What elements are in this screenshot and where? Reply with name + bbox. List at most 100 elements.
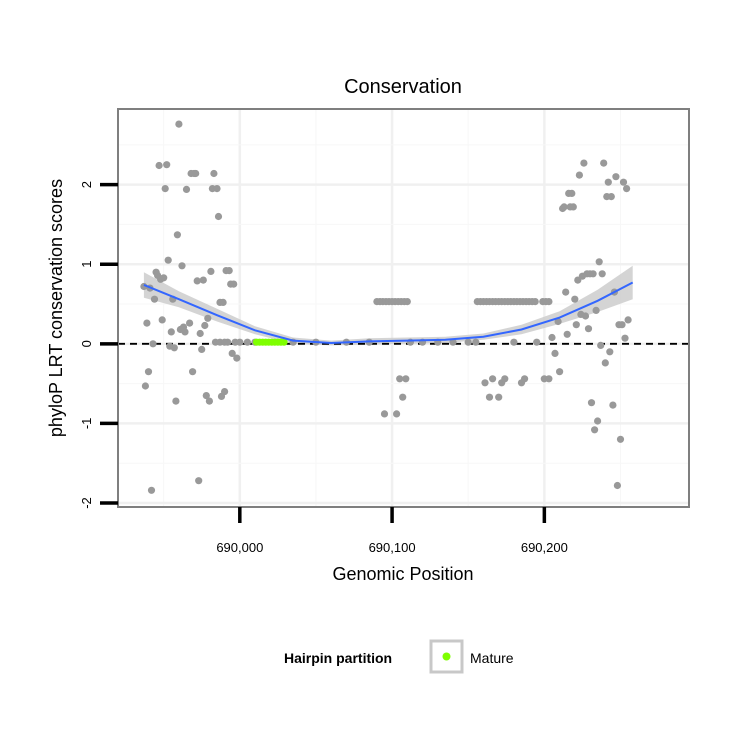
data-point [623,185,631,193]
data-point [594,417,602,425]
data-point [167,328,175,336]
data-point [221,338,229,346]
data-point [613,481,622,490]
data-point [584,325,593,333]
data-point [606,348,614,356]
data-point [545,375,553,383]
data-point [186,319,194,327]
y-axis-title: phyloP LRT conservation scores [46,179,66,437]
data-point [533,338,541,346]
data-point [144,368,153,376]
data-point [485,393,494,401]
data-point [562,288,570,296]
data-point [399,393,407,401]
data-point-mature [280,338,288,346]
y-tick-label: 1 [79,261,94,268]
data-point [175,120,183,128]
plot-frame [117,108,690,508]
data-point [155,161,163,170]
data-point [598,270,606,278]
data-point [403,298,411,306]
data-point [563,330,571,338]
data-point [163,161,171,169]
data-point [173,231,181,239]
data-point [207,267,215,275]
data-point [604,178,612,186]
data-point [161,185,169,193]
data-point [158,316,166,324]
data-point [472,338,480,346]
data-point [198,345,206,353]
x-axis: 690,000 690,100 690,200 [216,507,568,555]
data-point [199,276,207,284]
data-point [225,267,233,275]
data-point [592,306,600,314]
data-points [140,120,632,494]
data-point [591,426,599,434]
legend-title: Hairpin partition [284,650,392,666]
data-point [449,338,457,346]
smooth-line [143,281,634,345]
x-tick-label: 690,000 [216,540,263,555]
data-point [178,262,186,270]
legend: Hairpin partition Mature [284,639,514,674]
y-tick-label: 2 [79,181,94,188]
data-point [396,375,404,383]
data-point [580,159,588,167]
data-point [204,314,212,322]
data-point [149,340,157,348]
data-point [581,312,590,320]
data-point [556,368,564,376]
data-point [213,185,221,193]
data-point [600,159,608,167]
legend-key-mature [442,652,451,661]
data-point [147,486,156,494]
data-point [189,368,197,376]
legend-label-mature: Mature [470,650,514,666]
data-point [621,334,629,342]
data-point [624,316,632,324]
y-tick-label: -1 [79,418,94,430]
data-point [236,338,244,346]
data-point [230,280,238,288]
data-point [464,338,472,346]
data-point [219,298,227,306]
data-point [612,173,620,181]
data-point [481,379,489,387]
data-point [243,338,251,346]
data-point [510,338,518,346]
y-tick-label: 0 [79,340,94,347]
data-point [501,375,509,383]
data-point [609,401,617,409]
data-point [196,329,204,338]
data-point [618,321,626,329]
data-point [202,392,210,400]
data-point [607,193,615,201]
smooth-curve [143,281,634,345]
y-tick-label: -2 [79,497,94,509]
data-point [160,274,168,282]
data-point [143,319,151,327]
data-point [233,354,241,362]
x-tick-label: 690,200 [521,540,568,555]
x-tick-label: 690,100 [369,540,416,555]
data-point [548,333,556,342]
data-point [164,256,172,264]
data-point [201,321,209,330]
data-point [380,410,389,418]
data-point [402,375,410,383]
data-point [554,317,562,326]
data-point [150,295,159,303]
data-point [214,212,223,221]
data-point [619,178,628,186]
x-axis-title: Genomic Position [332,564,473,584]
data-point [221,388,229,396]
data-point [228,349,236,357]
data-point [616,435,625,443]
data-point [572,321,580,329]
data-point [568,189,576,197]
data-point [393,410,401,418]
data-point [601,359,609,367]
data-point [192,169,200,178]
